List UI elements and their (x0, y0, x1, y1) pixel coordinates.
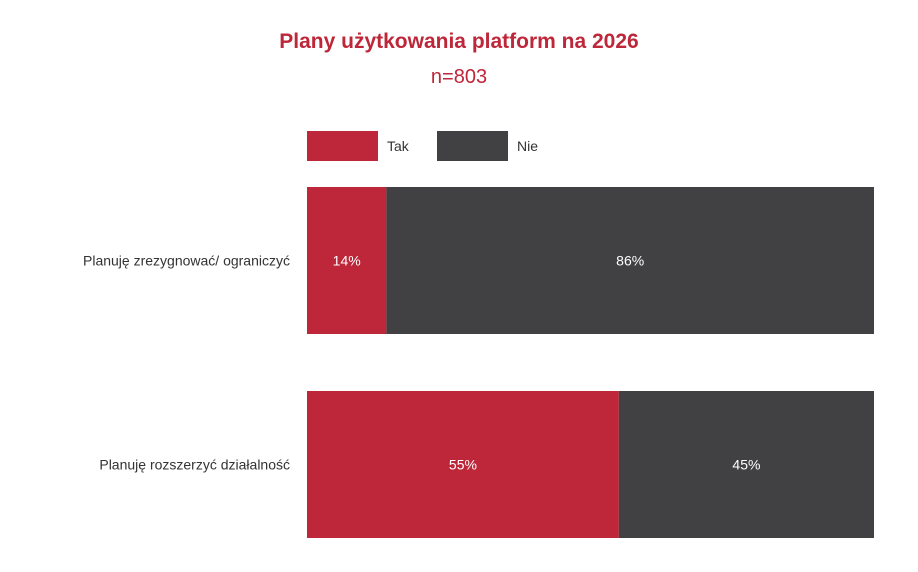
data-label-nie-1: 45% (732, 457, 760, 473)
bar-segment-nie-0 (386, 187, 874, 334)
data-label-nie-0: 86% (616, 253, 644, 269)
legend-swatch-tak (307, 131, 378, 161)
legend-swatch-nie (437, 131, 508, 161)
chart-subtitle: n=803 (430, 66, 488, 88)
bar-segment-tak-0 (307, 187, 387, 334)
data-label-tak-1: 55% (449, 457, 477, 473)
data-label-tak-0: 14% (333, 253, 361, 269)
legend-label-tak: Tak (387, 138, 410, 154)
category-label-1: Planuję rozszerzyć działalność (99, 457, 290, 473)
bar-segment-nie-1 (618, 391, 874, 538)
legend-label-nie: Nie (517, 138, 538, 154)
chart-title: Plany użytkowania platform na 2026 (279, 30, 639, 53)
category-label-0: Planuję zrezygnować/ ograniczyć (83, 253, 290, 269)
bar-segment-tak-1 (307, 391, 619, 538)
